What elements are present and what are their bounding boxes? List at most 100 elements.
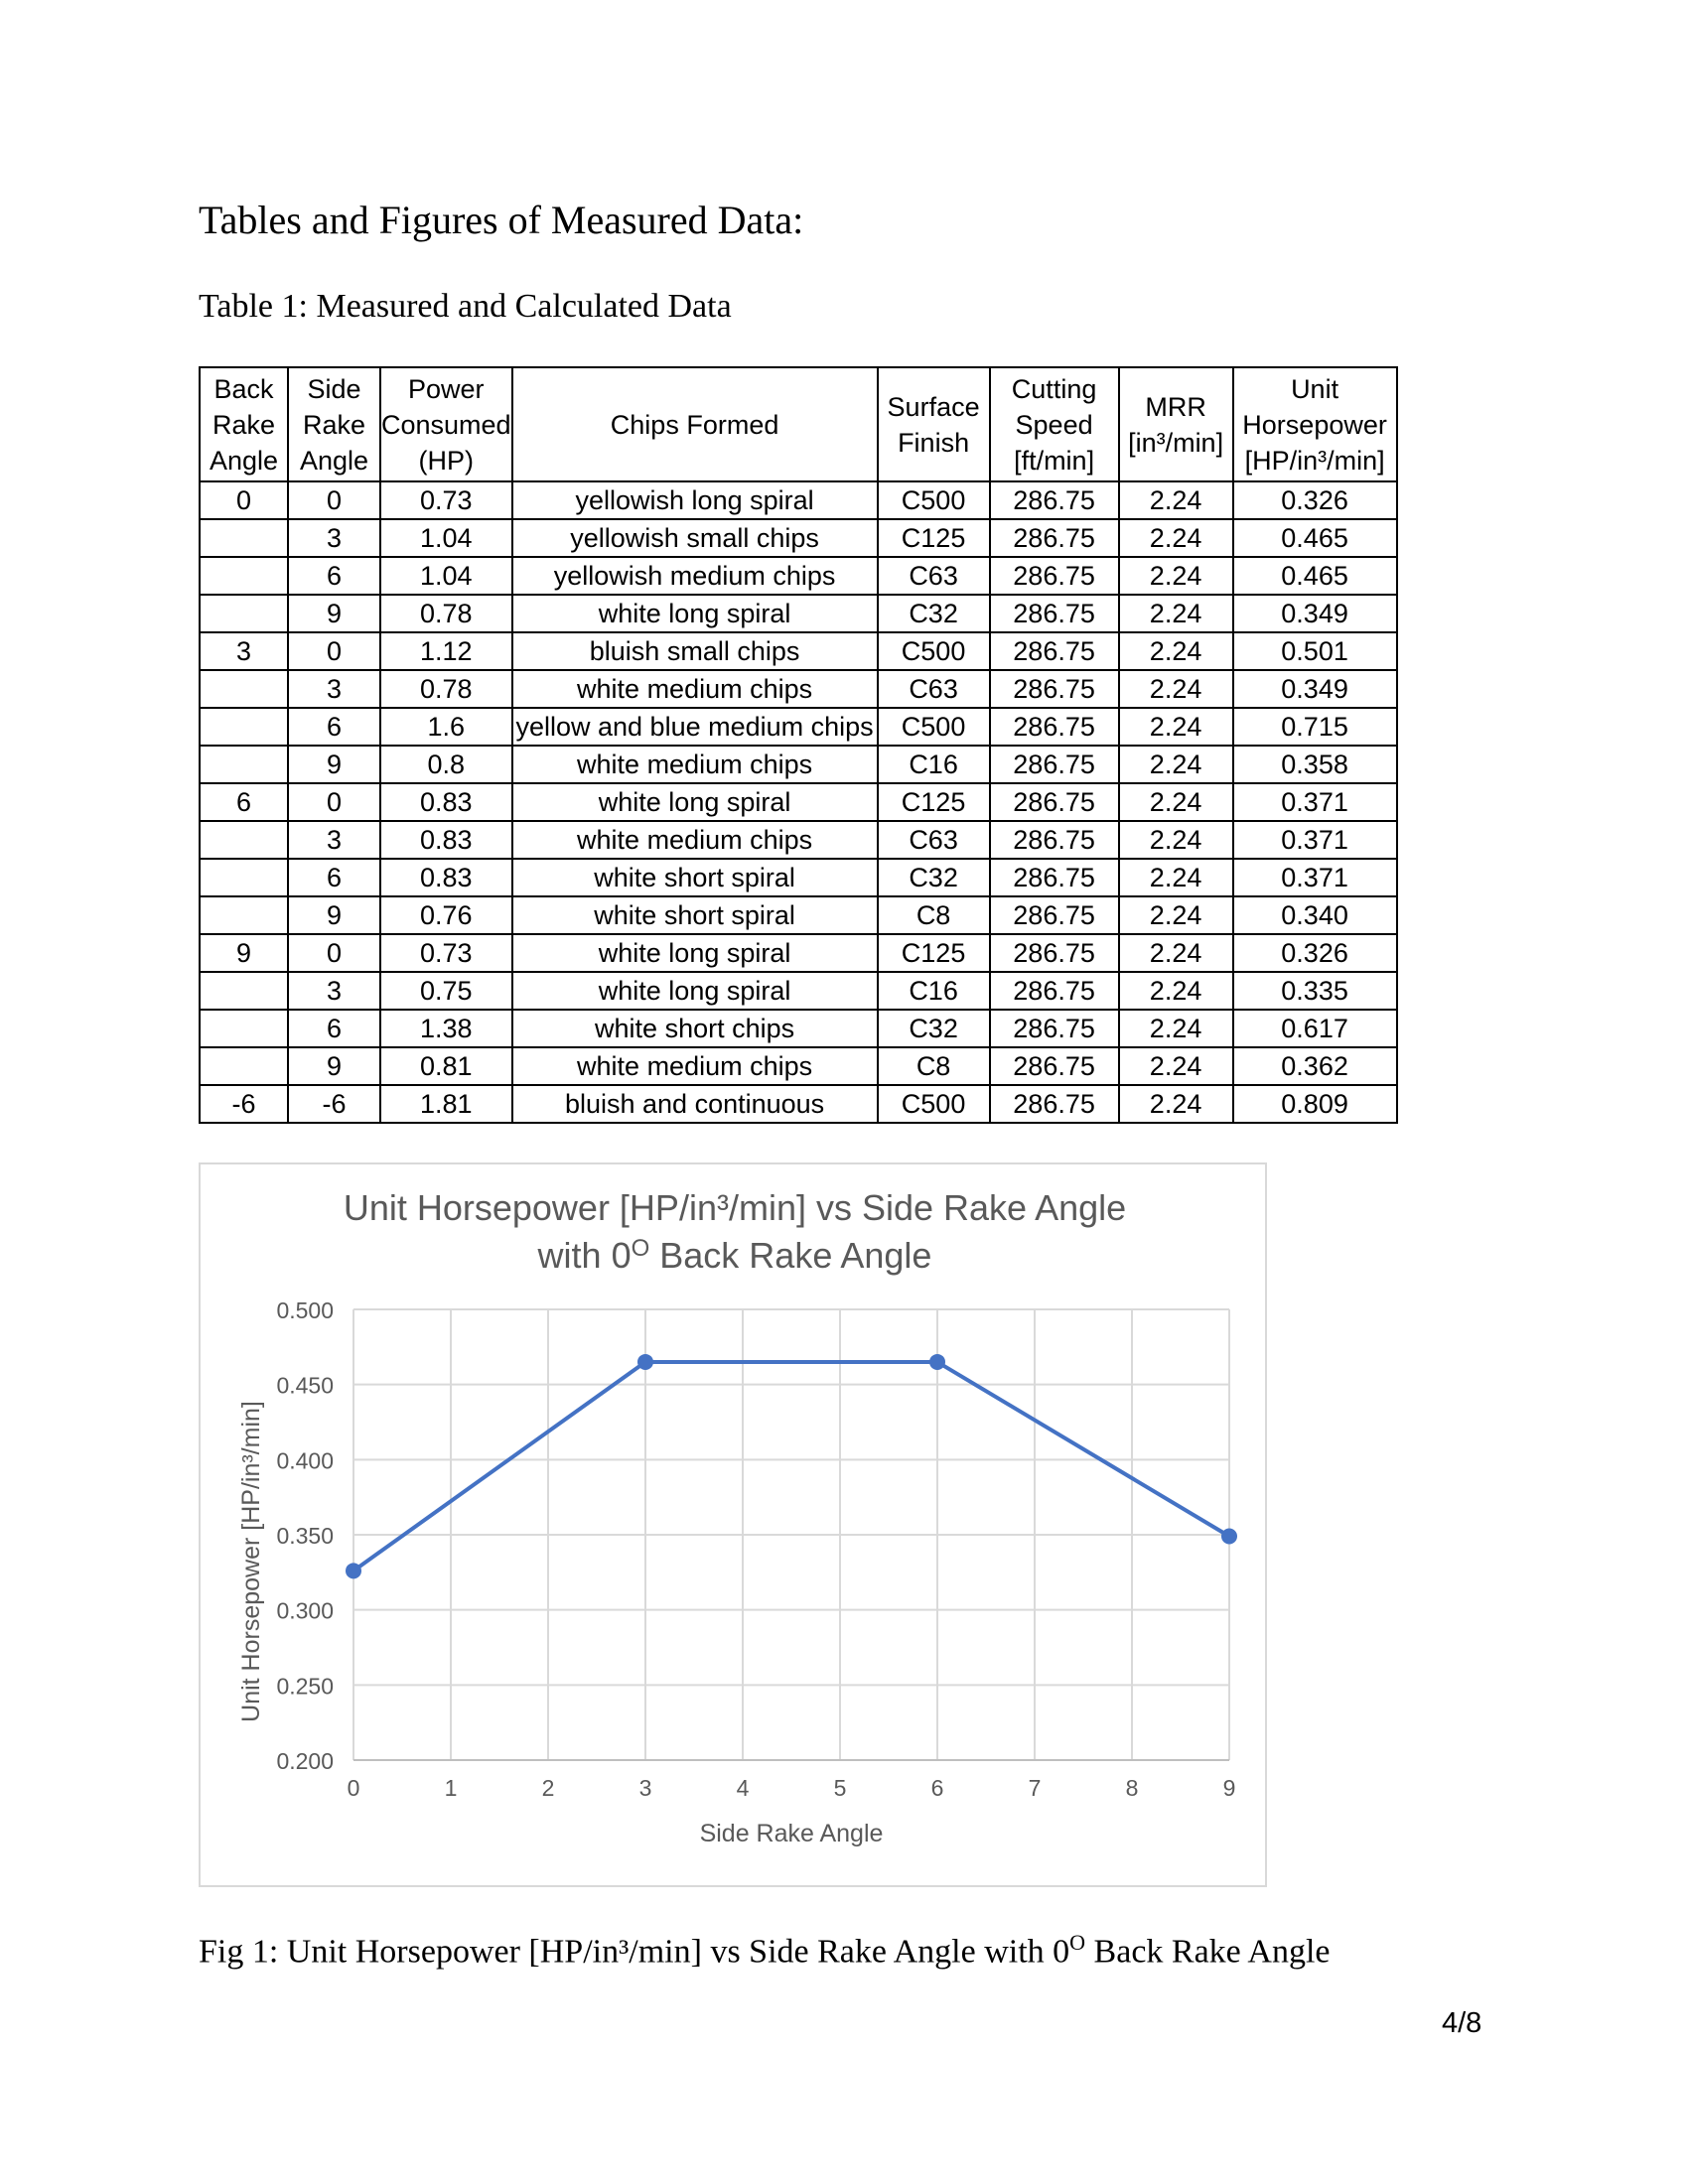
table-cell: 9 bbox=[287, 594, 381, 633]
x-tick-label: 1 bbox=[445, 1775, 458, 1801]
page-number: 4/8 bbox=[1442, 2007, 1482, 2039]
table-cell: 2.24 bbox=[1117, 971, 1234, 1011]
chart-series bbox=[346, 1353, 1237, 1579]
table-cell: 0.371 bbox=[1231, 858, 1398, 897]
header-cell-line: MRR bbox=[1145, 391, 1206, 422]
table-cell: white short spiral bbox=[510, 858, 879, 897]
y-tick-labels: 0.500 0.450 0.400 0.350 0.300 0.250 0.200 bbox=[276, 1297, 334, 1774]
table-cell: 286.75 bbox=[988, 518, 1120, 558]
table-cell: 2.24 bbox=[1117, 556, 1234, 596]
table-cell: C500 bbox=[876, 480, 991, 520]
header-cell-line: Consumed bbox=[381, 409, 511, 440]
table-cell: C8 bbox=[876, 895, 991, 935]
x-tick-label: 8 bbox=[1126, 1775, 1139, 1801]
table-cell: 0.83 bbox=[379, 820, 513, 860]
table-cell: 2.24 bbox=[1117, 1046, 1234, 1086]
table-cell: C16 bbox=[876, 971, 991, 1011]
table-cell: 0.715 bbox=[1231, 707, 1398, 747]
table-cell: C16 bbox=[876, 745, 991, 784]
table-cell: 3 bbox=[199, 631, 289, 671]
table-row: 0 0 0.73 yellowish long spiral C500 286.75 2.2… bbox=[199, 480, 1398, 520]
table-cell bbox=[199, 594, 289, 633]
table-cell: 286.75 bbox=[988, 745, 1120, 784]
table-cell: -6 bbox=[287, 1084, 381, 1124]
table-cell: 6 bbox=[199, 782, 289, 822]
table-cell: 0.75 bbox=[379, 971, 513, 1011]
x-tick-label: 6 bbox=[931, 1775, 944, 1801]
table-cell: 3 bbox=[287, 971, 381, 1011]
table-cell: 286.75 bbox=[988, 1046, 1120, 1086]
chart-grid bbox=[352, 1308, 1230, 1761]
table-cell: 2.24 bbox=[1117, 480, 1234, 520]
table-cell: 9 bbox=[287, 745, 381, 784]
table-cell: 3 bbox=[287, 518, 381, 558]
table-cell: 0 bbox=[287, 631, 381, 671]
header-cell-line: Back bbox=[213, 373, 274, 404]
table-cell: 286.75 bbox=[988, 933, 1120, 973]
y-tick-label: 0.200 bbox=[276, 1748, 334, 1774]
header-cell-line: Chips Formed bbox=[610, 409, 779, 440]
table-cell: white long spiral bbox=[510, 594, 879, 633]
table-cell: 286.75 bbox=[988, 707, 1120, 747]
header-cell: Surface Finish bbox=[876, 366, 991, 482]
table-cell: white short chips bbox=[510, 1009, 879, 1048]
table-cell: 2.24 bbox=[1117, 518, 1234, 558]
table-cell: white long spiral bbox=[510, 933, 879, 973]
table-cell: 0.73 bbox=[379, 480, 513, 520]
table-cell: 0.465 bbox=[1231, 518, 1398, 558]
table-cell: 0.340 bbox=[1231, 895, 1398, 935]
table-cell: bluish and continuous bbox=[510, 1084, 879, 1124]
header-cell-line: Rake bbox=[302, 409, 366, 440]
table-cell: 0.349 bbox=[1231, 594, 1398, 633]
table-row: 3 0.83 white medium chips C63 286.75 2.24 0.37… bbox=[199, 820, 1398, 860]
table-cell: 0.78 bbox=[379, 594, 513, 633]
header-cell-line: Surface bbox=[887, 391, 980, 422]
table-cell: 1.04 bbox=[379, 518, 513, 558]
table-row: 3 1.04 yellowish small chips C125 286.75 2.24… bbox=[199, 518, 1398, 558]
table-cell: 0.362 bbox=[1231, 1046, 1398, 1086]
table-cell: C63 bbox=[876, 669, 991, 709]
table-row: 9 0.76 white short spiral C8 286.75 2.24 0.340 bbox=[199, 895, 1398, 935]
table-cell: 286.75 bbox=[988, 594, 1120, 633]
table-cell: 286.75 bbox=[988, 820, 1120, 860]
table-row: 9 0.8 white medium chips C16 286.75 2.24 0.358 bbox=[199, 745, 1398, 784]
table-cell: 0.349 bbox=[1231, 669, 1398, 709]
table-cell: 9 bbox=[287, 895, 381, 935]
table-cell bbox=[199, 858, 289, 897]
table-cell: 0.83 bbox=[379, 858, 513, 897]
figure-caption-prefix: Fig 1: Unit Horsepower [HP/in³/min] vs S… bbox=[199, 1933, 1070, 1971]
table-cell: yellowish medium chips bbox=[510, 556, 879, 596]
table-cell bbox=[199, 895, 289, 935]
table-row: 6 1.04 yellowish medium chips C63 286.75 2.24… bbox=[199, 556, 1398, 596]
header-cell-line: Cutting bbox=[1011, 373, 1097, 404]
table-cell: 0.617 bbox=[1231, 1009, 1398, 1048]
table-caption: Table 1: Measured and Calculated Data bbox=[199, 288, 732, 325]
y-tick-label: 0.300 bbox=[276, 1598, 334, 1624]
y-tick-label: 0.350 bbox=[276, 1523, 334, 1549]
table-cell: 0.83 bbox=[379, 782, 513, 822]
header-cell: Unit Horsepower [HP/in³/min] bbox=[1231, 366, 1398, 482]
table-row: 6 1.38 white short chips C32 286.75 2.24 0.617 bbox=[199, 1009, 1398, 1048]
x-axis-label: Side Rake Angle bbox=[700, 1820, 884, 1847]
table-row: 6 0 0.83 white long spiral C125 286.75 2.24 0.3… bbox=[199, 782, 1398, 822]
table-cell: 0.465 bbox=[1231, 556, 1398, 596]
chart-title-line2-prefix: with 0 bbox=[537, 1235, 632, 1276]
table-cell: 2.24 bbox=[1117, 631, 1234, 671]
data-point bbox=[929, 1353, 945, 1370]
header-cell-line: Angle bbox=[299, 445, 369, 476]
table-cell: 6 bbox=[287, 858, 381, 897]
table-cell: 0.809 bbox=[1231, 1084, 1398, 1124]
y-tick-label: 0.500 bbox=[276, 1297, 334, 1323]
x-tick-label: 5 bbox=[834, 1775, 847, 1801]
table-cell: -6 bbox=[199, 1084, 289, 1124]
header-cell-line: Power bbox=[408, 373, 485, 404]
table-row: 6 1.6 yellow and blue medium chips C500 286.… bbox=[199, 707, 1398, 747]
table-cell: yellowish long spiral bbox=[510, 480, 879, 520]
header-cell: MRR [in³/min] bbox=[1117, 366, 1234, 482]
table-cell: 2.24 bbox=[1117, 933, 1234, 973]
section-heading: Tables and Figures of Measured Data: bbox=[199, 198, 804, 242]
table-row: 3 0.78 white medium chips C63 286.75 2.24 0.34… bbox=[199, 669, 1398, 709]
table-cell: 2.24 bbox=[1117, 745, 1234, 784]
table-cell: 2.24 bbox=[1117, 820, 1234, 860]
chart-title-line2: with 0O Back Rake Angle bbox=[537, 1235, 932, 1276]
